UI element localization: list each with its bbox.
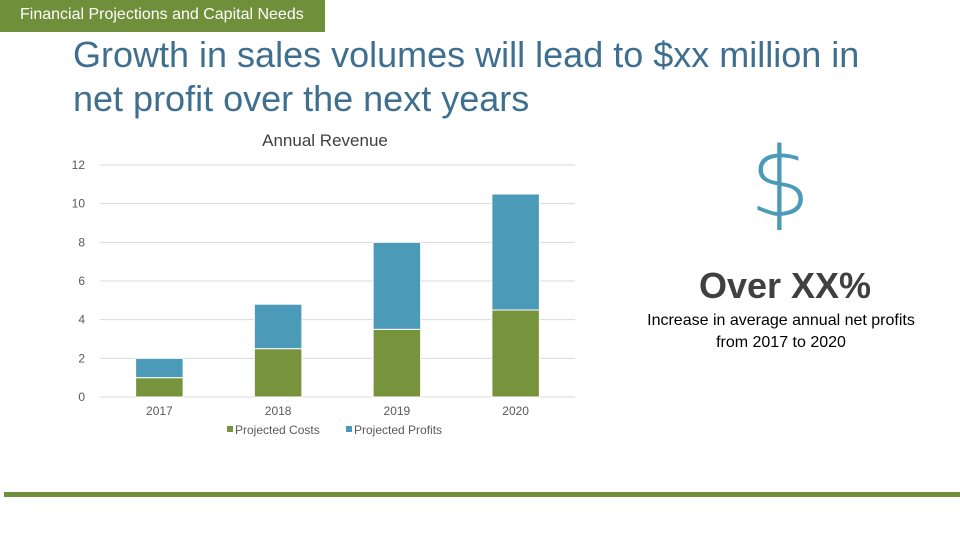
y-tick-label: 8 bbox=[78, 235, 85, 249]
chart-legend: Projected Costs Projected Profits bbox=[227, 423, 442, 437]
legend-label-profits: Projected Profits bbox=[354, 423, 442, 437]
x-tick-label: 2018 bbox=[265, 404, 292, 418]
revenue-chart-svg: Annual Revenue 0 2 4 6 8 10 12 2017 2018 2019 202… bbox=[72, 131, 575, 437]
bar-projected-profits bbox=[372, 241, 422, 330]
y-axis-ticks: 0 2 4 6 8 10 12 bbox=[72, 158, 86, 404]
dollar-sign-icon: $ bbox=[749, 127, 811, 239]
bar-projected-costs bbox=[135, 377, 184, 398]
legend-swatch-costs bbox=[227, 426, 233, 432]
y-tick-label: 6 bbox=[78, 274, 85, 288]
stat-description: Increase in average annual net profits f… bbox=[647, 312, 915, 351]
bar-projected-profits bbox=[135, 357, 184, 379]
legend-swatch-profits bbox=[346, 426, 352, 432]
y-tick-label: 10 bbox=[72, 197, 86, 211]
section-tab: Financial Projections and Capital Needs bbox=[0, 0, 325, 32]
chart-title: Annual Revenue bbox=[262, 131, 388, 150]
stat-headline: Over XX% bbox=[698, 265, 872, 306]
bar-projected-costs bbox=[253, 348, 303, 398]
bar-projected-profits bbox=[253, 303, 303, 350]
x-tick-label: 2019 bbox=[384, 404, 411, 418]
bottom-divider bbox=[4, 492, 960, 497]
x-tick-label: 2020 bbox=[502, 404, 529, 418]
revenue-chart: Annual Revenue 0 2 4 6 8 10 12 2017 2018 2019 202… bbox=[55, 125, 595, 455]
x-tick-label: 2017 bbox=[146, 404, 173, 418]
legend-label-costs: Projected Costs bbox=[235, 423, 320, 437]
slide-headline: Growth in sales volumes will lead to $xx… bbox=[73, 34, 860, 119]
y-tick-label: 2 bbox=[78, 351, 85, 365]
bar-projected-costs bbox=[491, 309, 540, 398]
bar-projected-profits bbox=[491, 193, 540, 311]
x-axis-ticks: 2017 2018 2019 2020 bbox=[146, 404, 529, 418]
bar-projected-costs bbox=[372, 328, 422, 398]
section-tab-label: Financial Projections and Capital Needs bbox=[20, 6, 304, 23]
y-tick-label: 4 bbox=[78, 313, 85, 327]
y-tick-label: 12 bbox=[72, 158, 86, 172]
chart-bars bbox=[135, 193, 540, 398]
y-tick-label: 0 bbox=[78, 390, 85, 404]
